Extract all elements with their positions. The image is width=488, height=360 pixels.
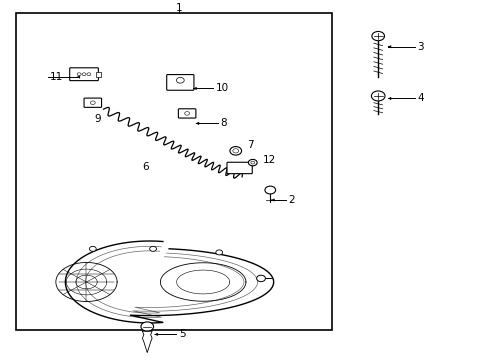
Circle shape <box>256 275 265 282</box>
Text: 11: 11 <box>50 72 63 82</box>
FancyBboxPatch shape <box>70 68 98 81</box>
Circle shape <box>371 31 384 41</box>
Circle shape <box>250 161 254 164</box>
Text: 12: 12 <box>263 155 276 165</box>
Circle shape <box>77 73 81 76</box>
Text: 9: 9 <box>95 114 101 124</box>
Circle shape <box>215 250 222 255</box>
Circle shape <box>232 149 238 153</box>
Bar <box>16 13 331 330</box>
Text: 7: 7 <box>246 140 253 150</box>
Circle shape <box>87 73 91 76</box>
Text: 8: 8 <box>220 118 226 129</box>
Circle shape <box>149 246 156 251</box>
Circle shape <box>184 112 189 115</box>
FancyBboxPatch shape <box>178 109 196 118</box>
FancyBboxPatch shape <box>226 162 252 174</box>
Circle shape <box>229 147 241 155</box>
Circle shape <box>82 73 86 76</box>
Text: 1: 1 <box>175 3 182 13</box>
Circle shape <box>90 101 95 104</box>
Circle shape <box>264 186 275 194</box>
FancyBboxPatch shape <box>166 75 194 90</box>
Circle shape <box>89 246 96 251</box>
Text: 3: 3 <box>416 42 423 52</box>
Circle shape <box>141 322 153 331</box>
Text: 2: 2 <box>287 195 294 205</box>
Circle shape <box>371 91 384 101</box>
Circle shape <box>176 77 184 83</box>
Text: 6: 6 <box>142 162 149 172</box>
Text: 10: 10 <box>215 84 228 94</box>
FancyBboxPatch shape <box>84 98 102 107</box>
Bar <box>96 72 101 77</box>
Text: 5: 5 <box>179 329 185 339</box>
Text: 4: 4 <box>416 94 423 103</box>
Circle shape <box>248 159 257 166</box>
